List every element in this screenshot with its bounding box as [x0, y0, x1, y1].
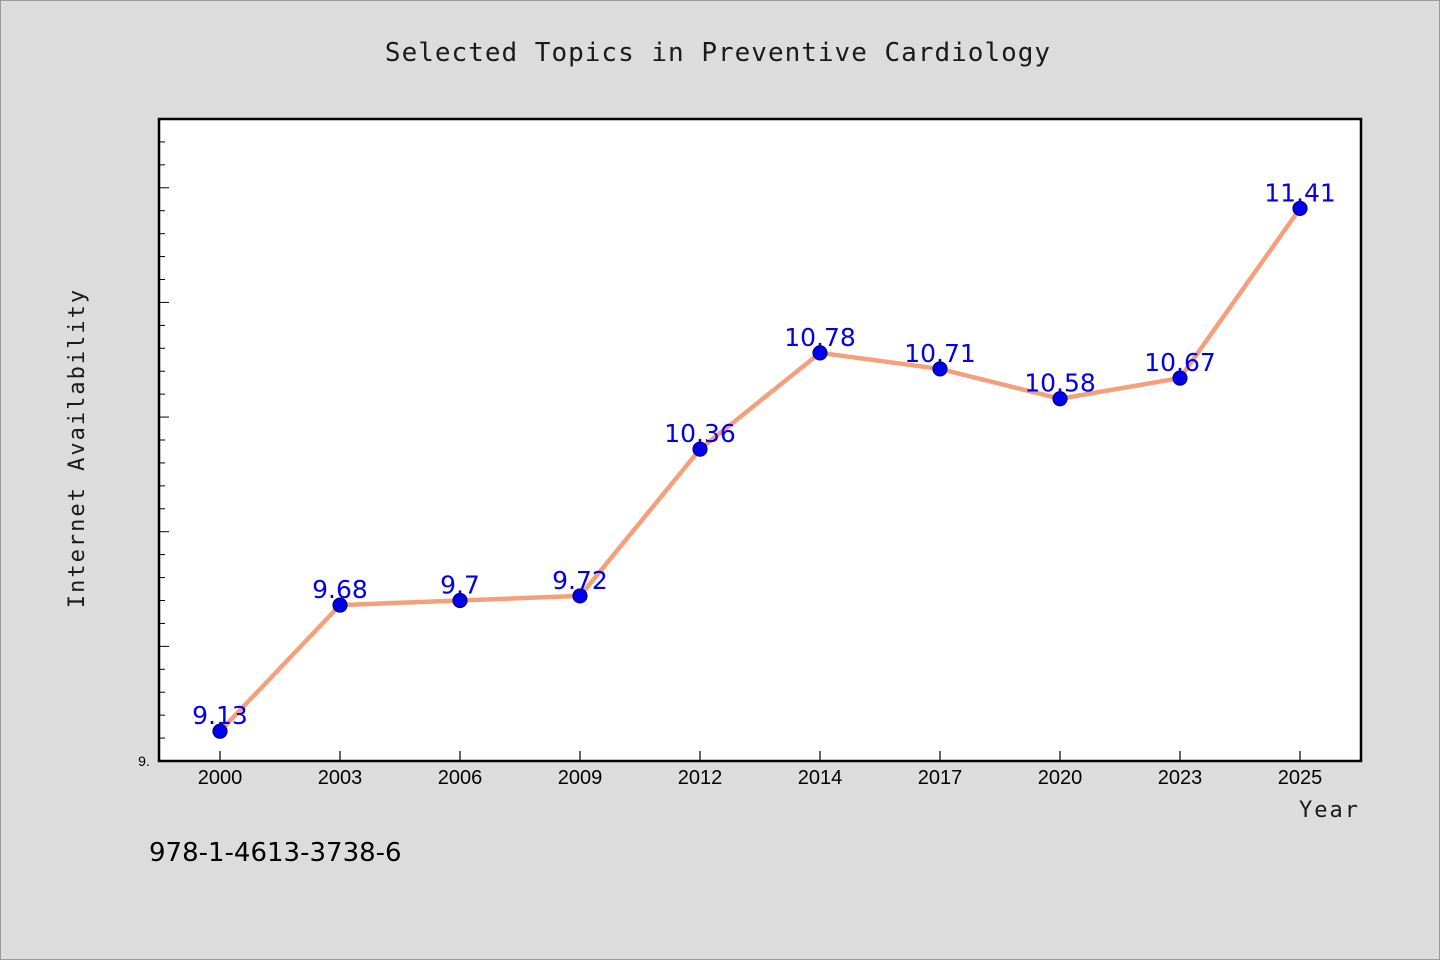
data-point [212, 723, 228, 739]
x-tick-label: 2025 [1278, 767, 1323, 789]
isbn-text: 978-1-4613-3738-6 [149, 838, 402, 868]
data-point [332, 597, 348, 613]
data-point [452, 592, 468, 609]
series-line [217, 206, 1303, 734]
data-point [1172, 370, 1188, 386]
data-label: 10.71 [904, 339, 976, 368]
chart-title: Selected Topics in Preventive Cardiology [385, 38, 1051, 68]
data-point [572, 588, 588, 604]
data-label: 9.68 [312, 575, 368, 604]
x-tick-label: 2003 [318, 767, 363, 789]
data-label: 10.36 [664, 419, 736, 448]
x-tick-label: 2017 [918, 767, 963, 789]
data-point [812, 345, 828, 361]
x-axis-ticks: 2000 2003 2006 2009 2012 2014 2017 2020 2023 2025 [198, 751, 1323, 789]
y-axis-ticks [159, 141, 169, 739]
data-label: 10.58 [1024, 369, 1096, 398]
data-label: 10.67 [1144, 348, 1216, 377]
x-tick-label: 2006 [438, 767, 483, 789]
x-tick-label: 2000 [198, 767, 243, 789]
data-label: 9.13 [192, 701, 248, 730]
y-axis-min-label: 9. [138, 753, 150, 769]
plot-area [157, 117, 1363, 763]
x-tick-label: 2023 [1158, 767, 1203, 789]
data-point [932, 361, 948, 377]
x-tick-label: 2020 [1038, 767, 1083, 789]
data-labels: 9.13 9.68 9.7 9.72 10.36 10.78 10.71 10.58 10.67… [192, 178, 1336, 730]
x-axis-title: Year [1299, 798, 1360, 823]
y-axis-title: Internet Availability [65, 288, 90, 608]
data-label: 10.78 [784, 323, 856, 352]
x-tick-label: 2014 [798, 767, 843, 789]
x-tick-label: 2012 [678, 767, 723, 789]
data-label: 9.7 [440, 571, 480, 600]
data-label: 9.72 [552, 566, 608, 595]
data-label: 11.41 [1264, 178, 1336, 207]
series-line-group [217, 206, 1303, 734]
data-point [1292, 200, 1308, 217]
data-point [692, 441, 708, 457]
data-point [1052, 391, 1068, 407]
x-tick-label: 2009 [558, 767, 603, 789]
series-markers [212, 200, 1308, 739]
